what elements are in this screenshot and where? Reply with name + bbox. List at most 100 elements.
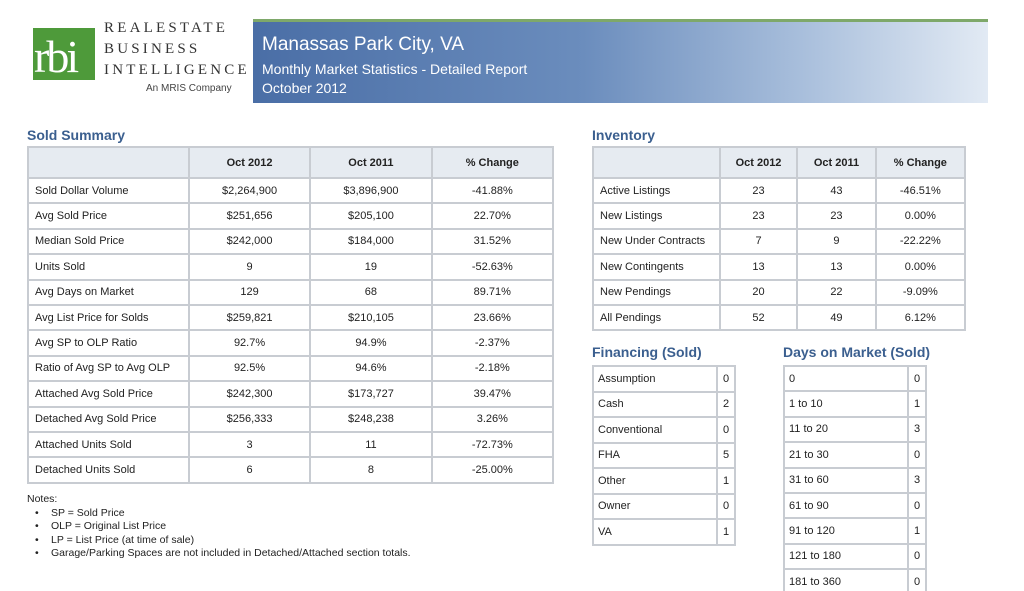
table-row: Units Sold 9 19 -52.63% bbox=[27, 253, 555, 281]
note-item: LP = List Price (at time of sale) bbox=[35, 534, 411, 548]
days-on-market-title: Days on Market (Sold) bbox=[783, 344, 931, 360]
cell-value: -2.37% bbox=[430, 329, 555, 357]
row-label: 121 to 180 bbox=[782, 542, 910, 571]
cell-value: 39.47% bbox=[430, 380, 555, 408]
table-row: Assumption 0 bbox=[591, 365, 736, 393]
cell-value: $173,727 bbox=[309, 380, 433, 408]
cell-value: 2 bbox=[716, 390, 736, 418]
table-header-row: Oct 2012 Oct 2011 % Change bbox=[592, 146, 967, 179]
table-row: 1 to 10 1 bbox=[782, 390, 927, 418]
table-row: Avg Days on Market 129 68 89.71% bbox=[27, 278, 555, 306]
cell-value: 0 bbox=[907, 364, 927, 393]
table-row: FHA 5 bbox=[591, 441, 736, 469]
table-header-row: Oct 2012 Oct 2011 % Change bbox=[27, 146, 555, 179]
logo-letters: rbi bbox=[34, 31, 78, 82]
rbi-logo-mark: rbi bbox=[33, 28, 95, 82]
report-city: Manassas Park City, VA bbox=[262, 34, 465, 55]
inventory-table: Oct 2012 Oct 2011 % Change Active Listin… bbox=[592, 146, 967, 332]
table-row: 91 to 120 1 bbox=[782, 517, 927, 545]
row-label: New Under Contracts bbox=[592, 227, 721, 256]
cell-value: 43 bbox=[796, 176, 877, 205]
table-row: Detached Avg Sold Price $256,333 $248,238 3… bbox=[27, 405, 555, 433]
table-row: Avg Sold Price $251,656 $205,100 22.70% bbox=[27, 202, 555, 230]
note-item: Garage/Parking Spaces are not included i… bbox=[35, 547, 411, 561]
note-item: OLP = Original List Price bbox=[35, 520, 411, 534]
table-row: 31 to 60 3 bbox=[782, 466, 927, 494]
row-label: Units Sold bbox=[27, 253, 190, 281]
cell-value: 52 bbox=[718, 303, 799, 332]
table-row: 21 to 30 0 bbox=[782, 441, 927, 469]
row-label: Assumption bbox=[591, 365, 719, 393]
cell-value: 1 bbox=[907, 390, 927, 418]
row-label: Attached Avg Sold Price bbox=[27, 380, 190, 408]
table-row: 11 to 20 3 bbox=[782, 415, 927, 444]
row-label: Conventional bbox=[591, 416, 719, 444]
rbi-logo: rbi REALESTATE BUSINESS INTELLIGENCE An … bbox=[33, 18, 247, 102]
cell-value: $248,238 bbox=[309, 405, 433, 433]
logo-green-block bbox=[33, 28, 95, 80]
row-label: Active Listings bbox=[592, 176, 721, 205]
row-label: Attached Units Sold bbox=[27, 430, 190, 459]
cell-value: 68 bbox=[309, 278, 433, 306]
cell-value: 3.26% bbox=[430, 405, 555, 433]
table-row: All Pendings 52 49 6.12% bbox=[592, 303, 967, 332]
cell-value: 3 bbox=[907, 415, 927, 444]
row-label: Ratio of Avg SP to Avg OLP bbox=[27, 354, 190, 383]
notes-heading: Notes: bbox=[27, 493, 58, 505]
table-row: Sold Dollar Volume $2,264,900 $3,896,900 -4… bbox=[27, 176, 555, 205]
row-label: Avg List Price for Solds bbox=[27, 303, 190, 332]
table-row: Active Listings 23 43 -46.51% bbox=[592, 176, 967, 205]
cell-value: 3 bbox=[907, 466, 927, 494]
table-row: Attached Avg Sold Price $242,300 $173,727 3… bbox=[27, 380, 555, 408]
logo-line-intelligence: INTELLIGENCE bbox=[104, 62, 250, 78]
cell-value: $256,333 bbox=[187, 405, 312, 433]
row-label: All Pendings bbox=[592, 303, 721, 332]
cell-value: 94.9% bbox=[309, 329, 433, 357]
cell-value: 11 bbox=[309, 430, 433, 459]
cell-value: 5 bbox=[716, 441, 736, 469]
row-label: Owner bbox=[591, 492, 719, 520]
cell-value: 94.6% bbox=[309, 354, 433, 383]
sold-summary-table: Oct 2012 Oct 2011 % Change Sold Dollar V… bbox=[27, 146, 555, 484]
cell-value: -9.09% bbox=[874, 278, 967, 306]
row-label: Detached Units Sold bbox=[27, 456, 190, 484]
cell-value: -41.88% bbox=[430, 176, 555, 205]
cell-value: 9 bbox=[187, 253, 312, 281]
report-banner: Manassas Park City, VA Monthly Market St… bbox=[253, 19, 988, 103]
cell-value: 31.52% bbox=[430, 227, 555, 256]
row-label: 31 to 60 bbox=[782, 466, 910, 494]
table-row: Detached Units Sold 6 8 -25.00% bbox=[27, 456, 555, 484]
table-row: Avg List Price for Solds $259,821 $210,105… bbox=[27, 303, 555, 332]
row-label: 1 to 10 bbox=[782, 390, 910, 418]
note-item: SP = Sold Price bbox=[35, 507, 411, 521]
logo-wordmark: REALESTATE BUSINESS INTELLIGENCE An MRIS… bbox=[104, 18, 250, 94]
inventory-title: Inventory bbox=[592, 127, 656, 143]
column-header bbox=[592, 146, 721, 179]
column-header: Oct 2011 bbox=[796, 146, 877, 179]
cell-value: $2,264,900 bbox=[187, 176, 312, 205]
table-row: Cash 2 bbox=[591, 390, 736, 418]
cell-value: 23 bbox=[718, 202, 799, 230]
cell-value: 20 bbox=[718, 278, 799, 306]
table-row: Conventional 0 bbox=[591, 416, 736, 444]
cell-value: $259,821 bbox=[187, 303, 312, 332]
cell-value: 0 bbox=[907, 542, 927, 571]
cell-value: -46.51% bbox=[874, 176, 967, 205]
row-label: New Pendings bbox=[592, 278, 721, 306]
cell-value: 1 bbox=[716, 518, 736, 546]
row-label: New Listings bbox=[592, 202, 721, 230]
cell-value: 92.5% bbox=[187, 354, 312, 383]
row-label: 91 to 120 bbox=[782, 517, 910, 545]
financing-title: Financing (Sold) bbox=[592, 344, 702, 360]
logo-tagline: An MRIS Company bbox=[146, 83, 232, 94]
row-label: Sold Dollar Volume bbox=[27, 176, 190, 205]
cell-value: 6.12% bbox=[874, 303, 967, 332]
table-row: New Listings 23 23 0.00% bbox=[592, 202, 967, 230]
cell-value: 6 bbox=[187, 456, 312, 484]
cell-value: $184,000 bbox=[309, 227, 433, 256]
table-row: New Pendings 20 22 -9.09% bbox=[592, 278, 967, 306]
cell-value: $210,105 bbox=[309, 303, 433, 332]
cell-value: 23 bbox=[718, 176, 799, 205]
table-row: Avg SP to OLP Ratio 92.7% 94.9% -2.37% bbox=[27, 329, 555, 357]
cell-value: $242,000 bbox=[187, 227, 312, 256]
